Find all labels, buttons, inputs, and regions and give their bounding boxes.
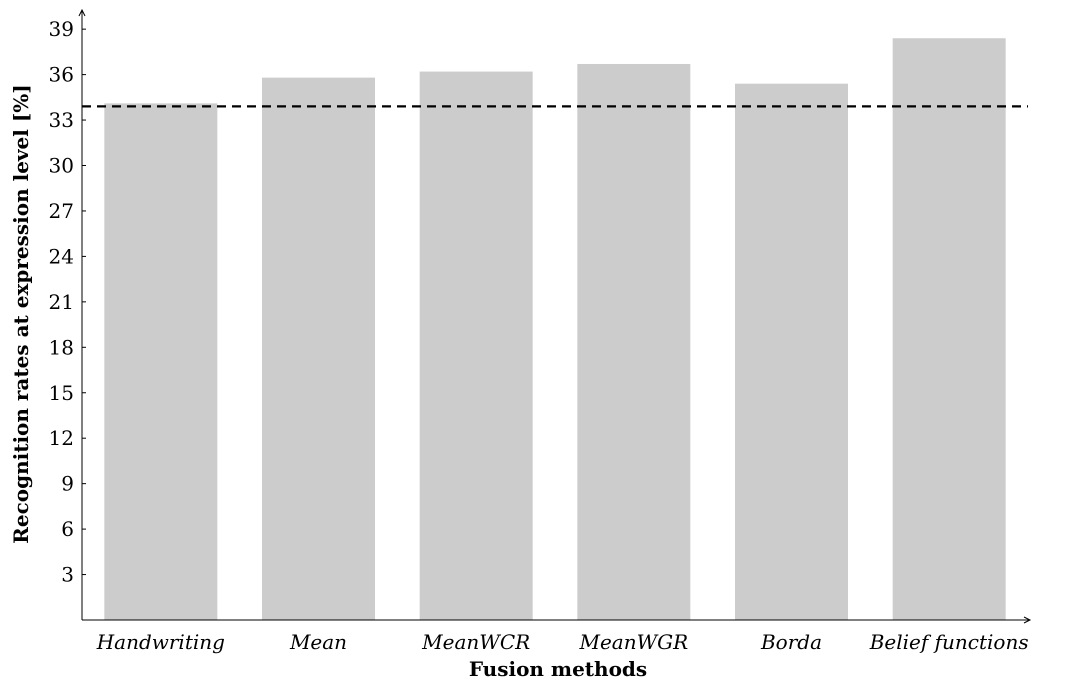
x-tick-label: Borda [760,630,822,654]
bar-belief-functions [892,38,1006,621]
y-tick-label: 30 [49,154,74,178]
y-tick-label: 27 [49,199,74,223]
y-tick-label: 33 [49,108,74,132]
y-tick-label: 36 [49,63,74,87]
bar-mean [262,77,375,620]
bars-layer [104,38,1006,621]
bar-handwriting [104,103,218,620]
bar-borda [735,83,848,620]
y-tick-label: 3 [61,563,74,587]
x-tick-label: MeanWGR [578,630,688,654]
y-tick-label: 15 [49,381,74,405]
x-tick-label: Mean [289,630,347,654]
y-tick-label: 21 [49,290,74,314]
y-tick-label: 12 [49,426,74,450]
y-tick-label: 24 [49,244,74,268]
y-tick-label: 18 [49,335,74,359]
x-tick-label: Handwriting [96,630,225,654]
y-tick-label: 9 [61,472,74,496]
x-tick-labels-layer: Handwriting Mean MeanWCR MeanWGR Borda Belief… [96,630,1029,654]
y-axis-arrow [78,8,86,17]
y-tick-label: 39 [49,17,74,41]
y-tick-label: 6 [61,517,74,541]
x-axis-title: Fusion methods [469,657,647,681]
y-axis-title: Recognition rates at expression level [%… [9,84,33,544]
bar-meanwgr [577,63,691,621]
axes-layer [78,8,1032,624]
x-tick-label: MeanWCR [421,630,530,654]
bar-meanwcr [419,71,533,620]
x-axis-arrow [1023,616,1032,624]
x-tick-label: Belief functions [869,630,1029,654]
